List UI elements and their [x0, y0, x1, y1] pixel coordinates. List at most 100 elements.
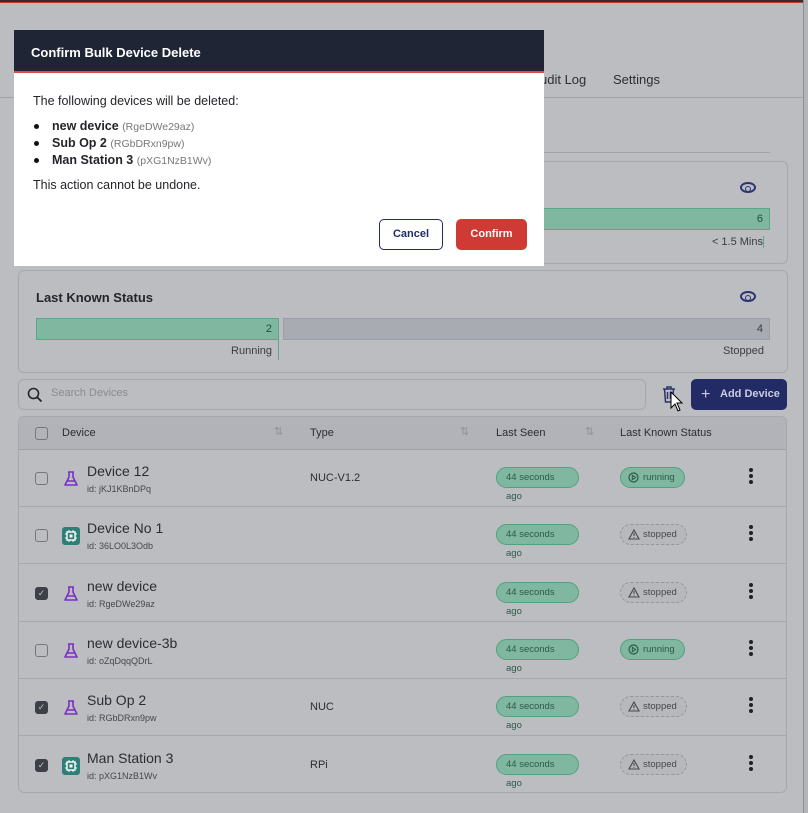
header-last-seen[interactable]: Last Seen — [496, 427, 546, 439]
row-checkbox[interactable]: ✓ — [35, 701, 48, 715]
warning-icon — [628, 586, 640, 598]
cancel-button[interactable]: Cancel — [379, 219, 443, 250]
device-id: id: pXG1NzB1Wv — [87, 770, 158, 781]
device-id: id: jKJ1KBnDPq — [87, 484, 152, 494]
more-options-icon[interactable] — [749, 525, 753, 543]
flask-icon — [62, 642, 80, 660]
tab-audit-log[interactable]: udit Log — [540, 72, 587, 87]
select-all-checkbox[interactable] — [35, 427, 48, 440]
device-id: (RGbDRxn9pw) — [110, 138, 185, 150]
running-bar: 2 — [36, 318, 279, 340]
chip-icon — [62, 756, 80, 775]
search-box[interactable] — [18, 379, 646, 410]
more-options-icon[interactable] — [749, 697, 753, 715]
device-id: id: oZqDqqQDrL — [87, 655, 153, 666]
warning-icon — [628, 701, 640, 712]
table-row[interactable]: ✓ Sub Op 2 id: RGbDRxn9pw NUC 44 seconds ago… — [19, 679, 786, 737]
eye-icon[interactable] — [740, 182, 756, 193]
more-options-icon[interactable] — [749, 639, 753, 658]
add-device-label: Add Device — [720, 388, 780, 400]
plus-icon: + — [701, 386, 711, 403]
row-checkbox[interactable] — [35, 643, 48, 657]
search-input[interactable] — [51, 387, 551, 399]
device-id: id: RgeDWe29az — [87, 598, 155, 609]
stopped-label: Stopped — [723, 345, 764, 357]
status-text: running — [643, 643, 675, 655]
eye-icon[interactable] — [740, 291, 756, 302]
status-text: stopped — [643, 586, 677, 598]
table-row[interactable]: Device 12 id: jKJ1KBnDPq NUC-V1.2 44 second… — [19, 450, 786, 507]
stopped-bar: 4 — [283, 318, 770, 340]
modal-warning: This action cannot be undone. — [33, 178, 201, 192]
device-name[interactable]: Device 12 — [87, 463, 150, 479]
flask-icon — [62, 470, 80, 488]
status-badge: stopped — [620, 753, 687, 775]
table-row[interactable]: Device No 1 id: 36LO0L3Odb 44 seconds ago s… — [19, 507, 786, 565]
status-badge: stopped — [620, 581, 687, 603]
device-name[interactable]: new device-3b — [87, 634, 178, 651]
search-icon — [27, 387, 43, 403]
last-seen-badge: 44 seconds ago — [496, 581, 579, 617]
row-checkbox[interactable] — [35, 529, 48, 543]
status-badge: stopped — [620, 696, 687, 718]
section-divider — [543, 152, 770, 153]
header-device[interactable]: Device — [62, 427, 96, 439]
list-item: Man Station 3 (pXG1NzB1Wv) — [33, 152, 211, 169]
more-options-icon[interactable] — [749, 468, 753, 486]
status-card: Last Known Status 2 Running 4 Stopped — [18, 270, 788, 373]
tab-settings[interactable]: Settings — [613, 72, 660, 87]
row-checkbox[interactable] — [35, 472, 48, 485]
status-text: stopped — [643, 758, 677, 770]
confirm-delete-modal: Confirm Bulk Device Delete The following… — [14, 30, 544, 266]
sort-icon[interactable]: ⇅ — [585, 426, 595, 438]
trash-icon[interactable] — [662, 386, 676, 403]
more-options-icon[interactable] — [749, 582, 753, 601]
device-name[interactable]: Sub Op 2 — [87, 692, 147, 709]
add-device-button[interactable]: + Add Device — [691, 379, 787, 410]
device-type: NUC — [310, 701, 334, 714]
device-id: (RgeDWe29az) — [122, 121, 195, 133]
device-name[interactable]: Man Station 3 — [87, 749, 174, 766]
device-type: NUC-V1.2 — [310, 472, 361, 484]
status-text: stopped — [643, 529, 677, 541]
device-name: new device — [52, 119, 119, 133]
device-type: RPi — [310, 758, 328, 771]
row-checkbox[interactable]: ✓ — [35, 758, 48, 772]
table-row[interactable]: new device-3b id: oZqDqqQDrL 44 seconds ag… — [19, 622, 786, 679]
device-name[interactable]: Device No 1 — [87, 520, 164, 537]
devices-table: Device ⇅ Type ⇅ Last Seen ⇅ Last Known S… — [18, 416, 787, 793]
more-options-icon[interactable] — [749, 754, 753, 773]
scrollbar[interactable] — [803, 0, 808, 813]
flask-icon — [62, 699, 80, 717]
sort-icon[interactable]: ⇅ — [460, 426, 470, 438]
last-seen-bar: 6 — [539, 208, 770, 230]
status-text: running — [643, 472, 675, 483]
device-name[interactable]: new device — [87, 577, 158, 594]
last-seen-badge: 44 seconds ago — [496, 753, 579, 789]
chip-icon — [62, 527, 80, 546]
header-last-known-status: Last Known Status — [620, 427, 712, 439]
status-badge: running — [620, 467, 685, 488]
modal-title: Confirm Bulk Device Delete — [31, 45, 201, 60]
status-badge: running — [620, 638, 685, 660]
table-row[interactable]: ✓ new device id: RgeDWe29az 44 seconds ago s… — [19, 565, 786, 622]
top-bar — [0, 0, 808, 3]
warning-icon — [628, 529, 640, 540]
last-seen-label: < 1.5 Mins — [711, 236, 764, 248]
last-seen-badge: 44 seconds ago — [496, 638, 579, 674]
status-badge: stopped — [620, 524, 687, 546]
confirm-button[interactable]: Confirm — [456, 219, 527, 250]
row-checkbox[interactable]: ✓ — [35, 586, 48, 600]
play-circle-icon — [628, 472, 639, 483]
sort-icon[interactable]: ⇅ — [274, 426, 284, 438]
header-type[interactable]: Type — [310, 427, 334, 439]
last-seen-badge: 44 seconds ago — [496, 696, 579, 731]
card-title: Last Known Status — [36, 290, 154, 305]
modal-intro: The following devices will be deleted: — [33, 94, 239, 108]
device-name: Sub Op 2 — [52, 136, 107, 150]
flask-icon — [62, 585, 80, 603]
table-row[interactable]: ✓ Man Station 3 id: pXG1NzB1Wv RPi 44 second… — [19, 737, 786, 793]
last-seen-badge: 44 seconds ago — [496, 467, 579, 502]
list-item: Sub Op 2 (RGbDRxn9pw) — [33, 135, 211, 152]
modal-header: Confirm Bulk Device Delete — [14, 30, 544, 73]
